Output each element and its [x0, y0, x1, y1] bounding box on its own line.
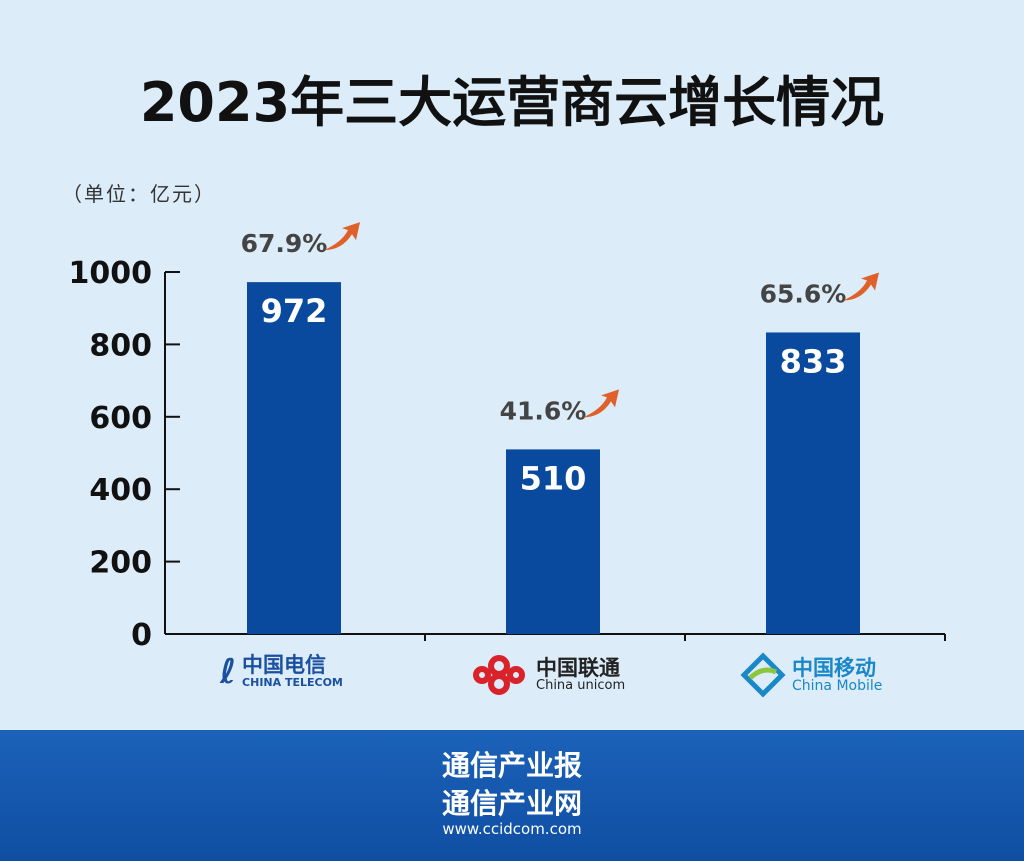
bar-value-label: 833	[780, 342, 847, 380]
logo-cn: 中国电信	[242, 653, 327, 677]
y-tick-label: 600	[89, 401, 152, 436]
footer-url[interactable]: www.ccidcom.com	[442, 820, 582, 838]
growth-label: 41.6%	[500, 396, 587, 425]
growth-arrow-icon	[583, 389, 619, 418]
bar	[247, 282, 341, 634]
footer-line1: 通信产业报	[441, 749, 582, 782]
logo-china-unicom: 中国联通 China unicom	[468, 652, 625, 698]
y-tick-label: 800	[89, 328, 152, 363]
logo-cn: 中国联通	[536, 656, 620, 680]
logo-en: China Mobile	[792, 678, 883, 694]
logo-en: CHINA TELECOM	[242, 676, 343, 689]
growth-arrow-icon	[324, 222, 360, 251]
y-tick-label: 0	[131, 618, 152, 653]
unit-label: （单位：亿元）	[62, 182, 216, 206]
growth-arrow-icon	[843, 272, 879, 301]
unicom-knot-icon	[473, 655, 525, 695]
bar	[766, 332, 860, 634]
y-tick-label: 400	[89, 473, 152, 508]
logo-en: China unicom	[536, 678, 626, 693]
growth-label: 67.9%	[241, 229, 328, 258]
logo-cn: 中国移动	[792, 656, 876, 680]
y-tick-label: 1000	[69, 256, 153, 291]
growth-label: 65.6%	[760, 279, 847, 308]
logo-china-mobile: 中国移动 China Mobile	[740, 652, 882, 698]
bar-value-label: 510	[520, 459, 587, 497]
bar	[506, 449, 600, 634]
mobile-icon	[740, 652, 786, 698]
telecom-icon: ℓ	[220, 652, 237, 692]
logo-china-telecom: ℓ 中国电信 CHINA TELECOM	[220, 652, 343, 692]
chart-title: 2023年三大运营商云增长情况	[139, 71, 885, 134]
y-tick-label: 200	[89, 546, 152, 581]
bar-chart: 0 200 400 600 800 1000 972 67.9% 510 41.6% 833 65.6…	[69, 222, 946, 653]
bar-value-label: 972	[261, 292, 328, 330]
footer-banner: 通信产业报 通信产业网 www.ccidcom.com	[0, 730, 1024, 861]
footer-line2: 通信产业网	[441, 787, 582, 820]
